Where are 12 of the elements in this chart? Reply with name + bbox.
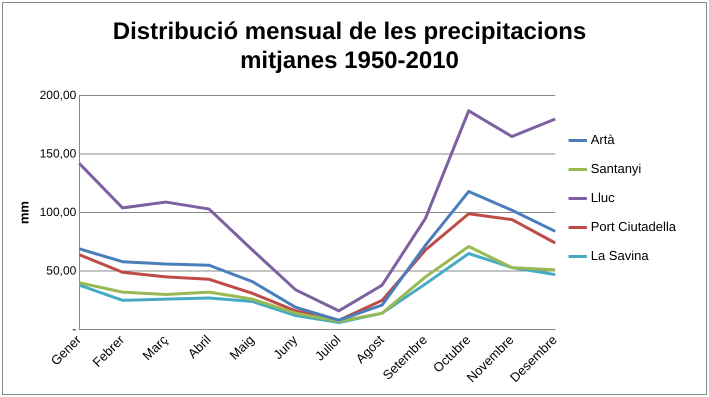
chart-title: Distribució mensual de les precipitacions mitjanes 1950-2010 (112, 18, 586, 74)
legend-label: La Savina (590, 248, 650, 264)
y-tick-label: 50,00 (46, 263, 77, 278)
y-tick-label: 150,00 (40, 146, 77, 160)
y-axis-title: mm (16, 201, 32, 224)
y-tick-label: 200,00 (40, 88, 77, 102)
legend-label: Lluc (590, 190, 616, 206)
legend-label: Port Ciutadella (590, 219, 677, 234)
y-tick-label: 100,00 (40, 204, 77, 219)
y-tick-label: - (72, 322, 76, 336)
legend-label: Santanyi (590, 161, 642, 176)
legend-label: Artà (590, 132, 616, 148)
